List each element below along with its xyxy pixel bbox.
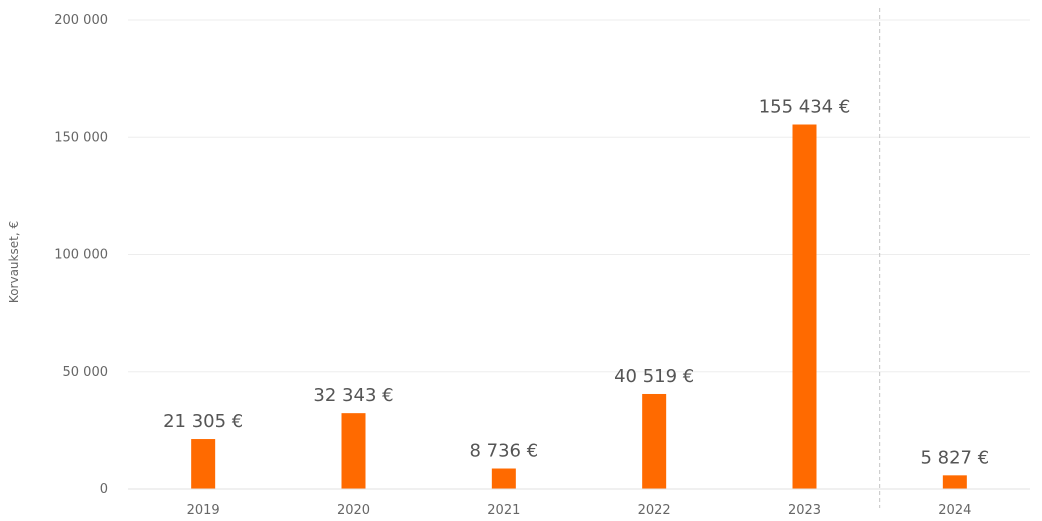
data-label: 8 736 €: [469, 441, 538, 462]
y-tick-label: 100 000: [54, 248, 108, 263]
data-label: 40 519 €: [614, 366, 694, 387]
x-tick-label: 2019: [187, 503, 220, 518]
bar: [942, 475, 967, 489]
y-tick-label: 200 000: [54, 13, 108, 28]
x-tick-label: 2024: [938, 503, 971, 518]
y-axis-label: Korvaukset, €: [7, 221, 21, 303]
data-label: 155 434 €: [759, 97, 851, 118]
y-axis-ticks: 0 50 000 100 000 150 000 200 000: [54, 13, 108, 497]
gridlines: [128, 19, 1030, 373]
bar: [792, 124, 817, 490]
x-tick-label: 2021: [487, 503, 520, 518]
x-axis-ticks: 2019 2020 2021 2022 2023 2024: [187, 503, 972, 518]
y-tick-label: 150 000: [54, 130, 108, 145]
data-label: 21 305 €: [163, 411, 243, 432]
data-labels: 21 305 € 32 343 € 8 736 € 40 519 € 155 434 €…: [163, 97, 989, 469]
bar: [642, 393, 667, 489]
bar: [191, 439, 216, 489]
bar: [341, 413, 366, 489]
data-label: 5 827 €: [920, 447, 989, 468]
bars: [191, 124, 967, 490]
x-tick-label: 2020: [337, 503, 370, 518]
data-label: 32 343 €: [313, 385, 393, 406]
x-tick-label: 2023: [788, 503, 821, 518]
y-tick-label: 50 000: [63, 365, 109, 380]
bar: [491, 468, 516, 489]
x-tick-label: 2022: [638, 503, 671, 518]
y-tick-label: 0: [100, 482, 108, 497]
